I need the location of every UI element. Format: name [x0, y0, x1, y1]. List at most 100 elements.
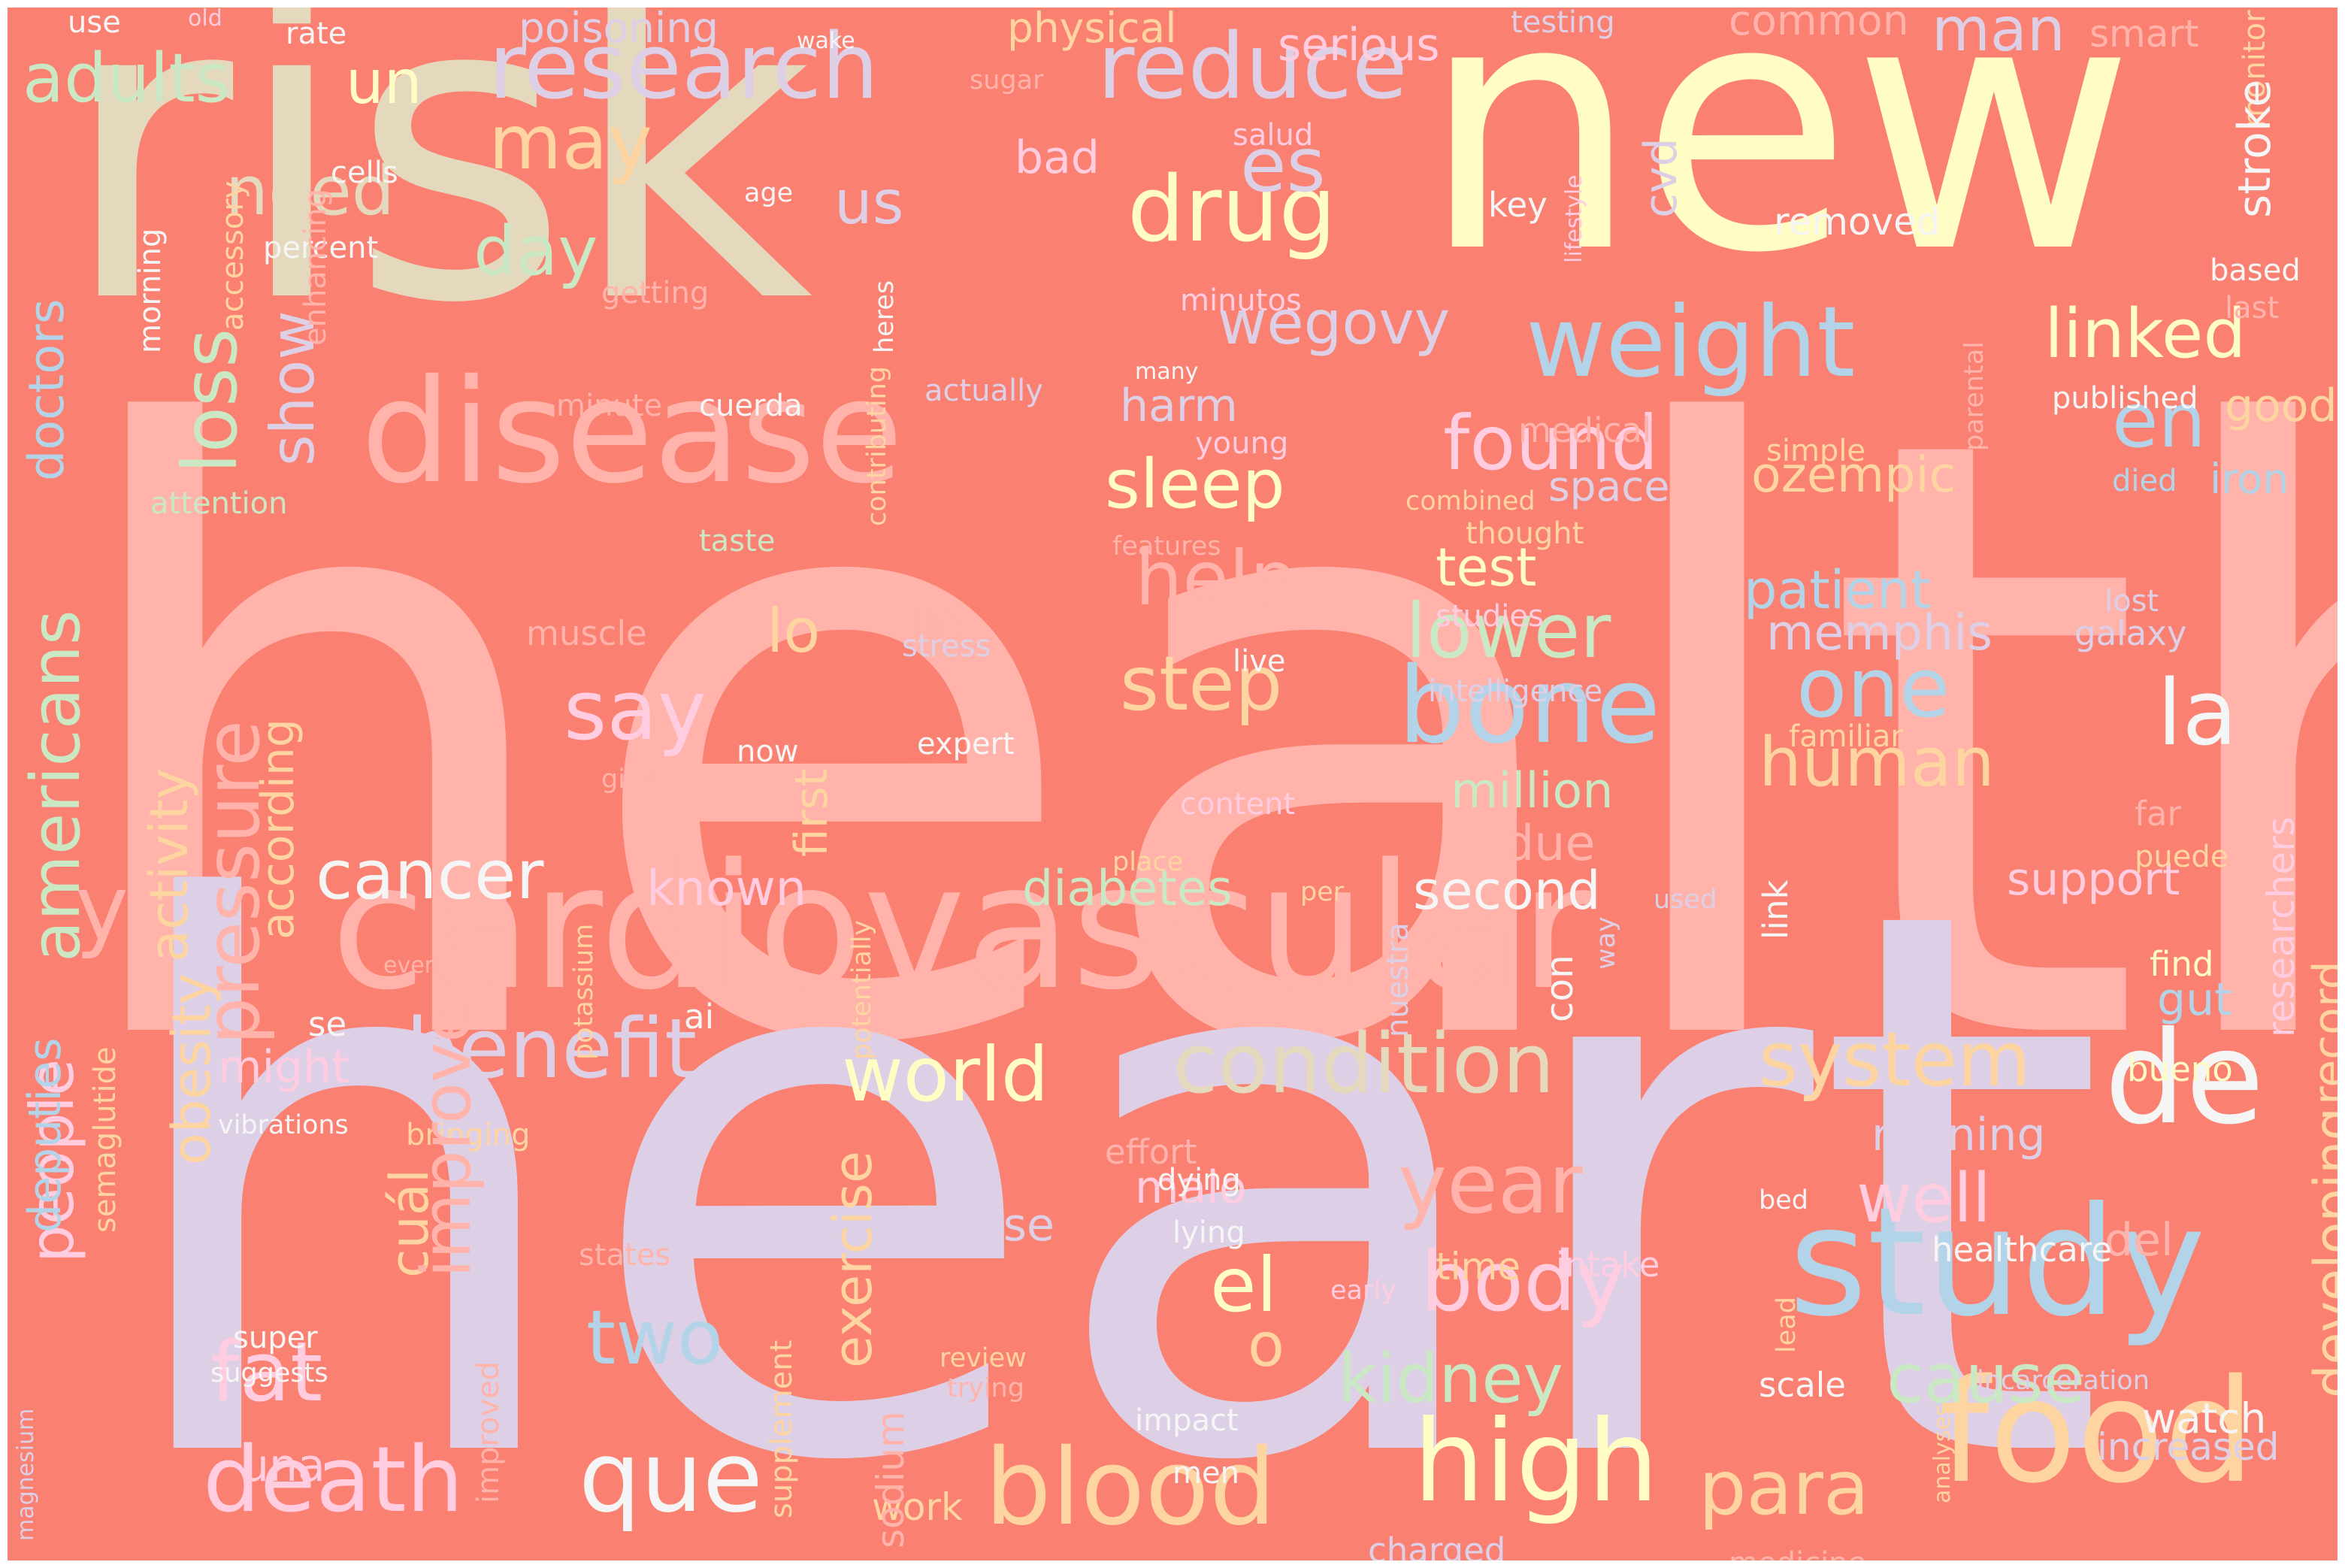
word-la: la	[2157, 661, 2238, 766]
word-en: en	[2112, 377, 2206, 465]
word-new: new	[1421, 8, 2135, 328]
word-watch: watch	[2142, 1394, 2267, 1442]
word-harm: harm	[1120, 380, 1238, 432]
word-researchers: researchers	[2259, 816, 2303, 1037]
word-parental: parental	[1959, 341, 1989, 451]
word-reduce: reduce	[1097, 15, 1408, 120]
word-stress: stress	[902, 629, 991, 664]
word-due: due	[1503, 816, 1596, 872]
word-medical: medical	[1518, 410, 1652, 450]
word-developing: developing	[2303, 1107, 2337, 1398]
word-attention: attention	[150, 486, 288, 521]
word-cells: cells	[331, 156, 398, 190]
word-ai: ai	[684, 997, 715, 1037]
word-iron: iron	[2210, 455, 2289, 503]
word-study: study	[1789, 1175, 2206, 1350]
word-activity: activity	[138, 767, 200, 962]
word-find: find	[2150, 944, 2214, 984]
word-potentially: potentially	[847, 919, 877, 1060]
word-contributing: contributing	[862, 366, 892, 526]
word-stroke: stroke	[2229, 79, 2281, 218]
word-give: give	[601, 764, 658, 795]
word-familiar: familiar	[1789, 719, 1903, 754]
word-diabetes: diabetes	[1022, 861, 1233, 917]
word-minutos: minutos	[1180, 283, 1302, 318]
word-lost: lost	[2104, 584, 2159, 619]
word-obesity: obesity	[161, 973, 222, 1165]
word-record: record	[2304, 961, 2337, 1105]
word-o: o	[1248, 1310, 1284, 1380]
word-death: death	[203, 1428, 464, 1533]
word-cloud: healthheart risk new cardiovascular disease s…	[8, 8, 2337, 1560]
word-way: way	[1591, 916, 1621, 970]
word-running: running	[1871, 1109, 2046, 1161]
word-percent: percent	[263, 231, 379, 265]
word-intelligence: intelligence	[1428, 674, 1603, 709]
word-nuestra: nuestra	[1381, 922, 1415, 1037]
word-lower: lower	[1405, 587, 1611, 675]
word-test: test	[1436, 537, 1537, 598]
word-time: time	[1436, 1245, 1520, 1288]
word-morning: morning	[133, 228, 168, 353]
word-combined: combined	[1405, 486, 1536, 516]
word-might: might	[218, 1041, 349, 1094]
word-lo: lo	[767, 596, 821, 666]
word-blood: blood	[985, 1427, 1276, 1549]
word-charged: charged	[1368, 1530, 1506, 1560]
word-drug: drug	[1127, 158, 1336, 262]
word-actually: actually	[924, 374, 1043, 408]
word-weight: weight	[1526, 285, 1856, 399]
word-del: del	[2104, 1214, 2174, 1267]
word-us: us	[834, 168, 904, 238]
word-que: que	[579, 1420, 763, 1534]
word-fat: fat	[210, 1324, 323, 1420]
word-scale: scale	[1759, 1365, 1846, 1405]
word-condition: condition	[1172, 1016, 1555, 1112]
word-patient: patient	[1744, 559, 1932, 621]
word-ozempic: ozempic	[1751, 447, 1956, 504]
word-un: un	[346, 47, 422, 117]
word-trying: trying	[947, 1373, 1024, 1403]
word-disease: disease	[361, 349, 903, 515]
word-one: one	[1796, 640, 1950, 736]
word-second: second	[1413, 860, 1601, 922]
word-human: human	[1759, 723, 1995, 802]
word-year: year	[1398, 1136, 1583, 1232]
word-cuerda: cuerda	[699, 389, 803, 423]
word-cancer: cancer	[316, 836, 544, 915]
word-two: two	[586, 1294, 724, 1382]
word-incarceration: incarceration	[1977, 1366, 2150, 1396]
word-research: research	[489, 15, 879, 120]
word-removed: removed	[1774, 200, 1941, 244]
word-old: old	[188, 8, 222, 32]
word-day: day	[474, 212, 598, 291]
word-link: link	[1756, 879, 1796, 940]
word-need: need	[225, 152, 395, 231]
word-system: system	[1759, 1016, 2031, 1103]
word-increased: increased	[2097, 1425, 2280, 1469]
word-thought: thought	[1466, 516, 1584, 551]
word-el: el	[1210, 1241, 1278, 1329]
word-improved: improved	[471, 1361, 506, 1503]
word-work: work	[872, 1485, 963, 1529]
word-accessory: accessory	[216, 180, 250, 331]
word-last: last	[2225, 291, 2280, 325]
word-died: died	[2112, 464, 2177, 498]
word-cvd: cvd	[1635, 138, 1687, 218]
word-bueno: bueno	[2127, 1049, 2233, 1089]
word-even: even	[383, 952, 439, 979]
word-wegovy: wegovy	[1218, 288, 1451, 358]
word-exercise: exercise	[822, 1151, 884, 1368]
word-may: may	[489, 98, 652, 186]
word-expert: expert	[917, 727, 1015, 761]
word-health: health	[53, 263, 2337, 1225]
word-published: published	[2052, 381, 2198, 416]
word-review: review	[940, 1343, 1027, 1373]
word-sugar: sugar	[970, 65, 1044, 95]
word-healthcare: healthcare	[1932, 1230, 2112, 1270]
word-heart: heart	[105, 750, 2109, 1560]
word-men: men	[1172, 1456, 1239, 1491]
word-bringing: bringing	[406, 1118, 531, 1152]
word-help: help	[1135, 534, 1298, 622]
word-bad: bad	[1015, 132, 1100, 184]
